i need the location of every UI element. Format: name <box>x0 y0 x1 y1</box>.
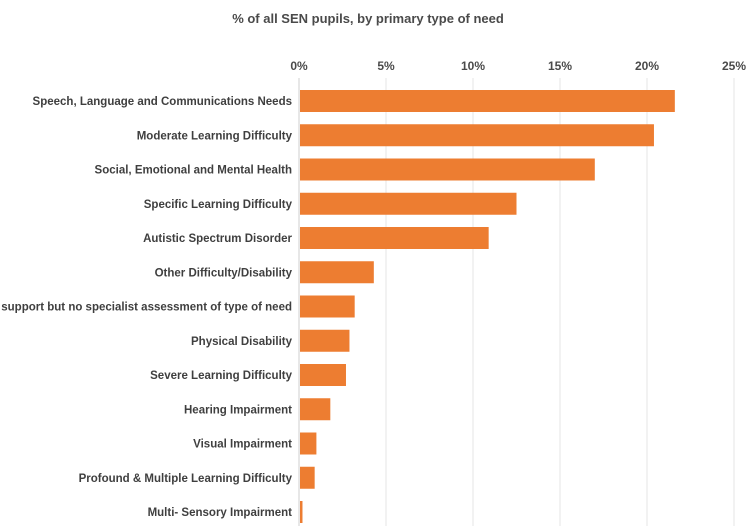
bar <box>300 227 489 249</box>
category-label: SEN support but no specialist assessment… <box>0 302 292 314</box>
bar <box>300 398 331 421</box>
bar <box>300 158 595 181</box>
category-label: Multi- Sensory Impairment <box>148 507 293 519</box>
category-label: Hearing Impairment <box>184 404 292 416</box>
chart-title: % of all SEN pupils, by primary type of … <box>232 11 504 26</box>
x-tick-label: 0% <box>290 59 308 73</box>
category-label: Physical Disability <box>191 336 293 348</box>
category-label: Social, Emotional and Mental Health <box>95 165 292 177</box>
category-label: Autistic Spectrum Disorder <box>143 233 292 245</box>
category-label: Speech, Language and Communications Need… <box>33 96 292 108</box>
x-tick-label: 25% <box>722 59 746 73</box>
x-tick-label: 10% <box>461 59 485 73</box>
category-label: Specific Learning Difficulty <box>144 199 293 211</box>
bars <box>300 90 675 523</box>
category-label: Severe Learning Difficulty <box>150 370 292 382</box>
bar <box>300 192 517 215</box>
bar <box>300 261 374 284</box>
category-label: Visual Impairment <box>193 439 292 451</box>
bar <box>300 432 317 455</box>
category-label: Other Difficulty/Disability <box>155 267 293 279</box>
bar <box>300 501 303 523</box>
bar <box>300 295 355 318</box>
bar <box>300 466 315 489</box>
bar <box>300 364 346 386</box>
x-tick-label: 15% <box>548 59 572 73</box>
category-label: Profound & Multiple Learning Difficulty <box>79 473 293 485</box>
category-label: Moderate Learning Difficulty <box>137 130 293 142</box>
x-axis-ticks: 0% 5% 10% 15% 20% 25% <box>290 59 746 73</box>
bar <box>300 90 675 112</box>
x-tick-label: 20% <box>635 59 659 73</box>
gridlines <box>298 78 735 526</box>
category-labels: Speech, Language and Communications Need… <box>0 96 293 519</box>
x-tick-label: 5% <box>377 59 395 73</box>
bar <box>300 124 654 147</box>
bar <box>300 329 350 352</box>
